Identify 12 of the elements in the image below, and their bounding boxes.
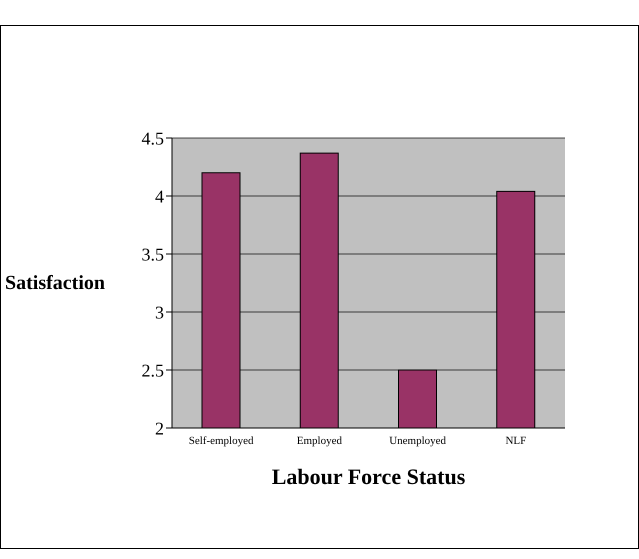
y-tick-label: 4	[155, 186, 164, 206]
y-axis-title: Satisfaction	[5, 272, 105, 295]
x-tick-label: Unemployed	[389, 434, 447, 447]
x-tick-label: Employed	[296, 434, 342, 447]
y-tick-label: 2.5	[142, 360, 164, 380]
x-axis-title: Labour Force Status	[270, 464, 466, 490]
y-tick-label: 3.5	[142, 244, 164, 264]
x-tick-label: Self-employed	[188, 434, 254, 447]
y-tick-label: 3	[155, 302, 164, 322]
y-tick-label: 4.5	[142, 128, 164, 148]
x-tick-label: NLF	[505, 434, 526, 447]
y-tick-label: 2	[155, 418, 164, 438]
